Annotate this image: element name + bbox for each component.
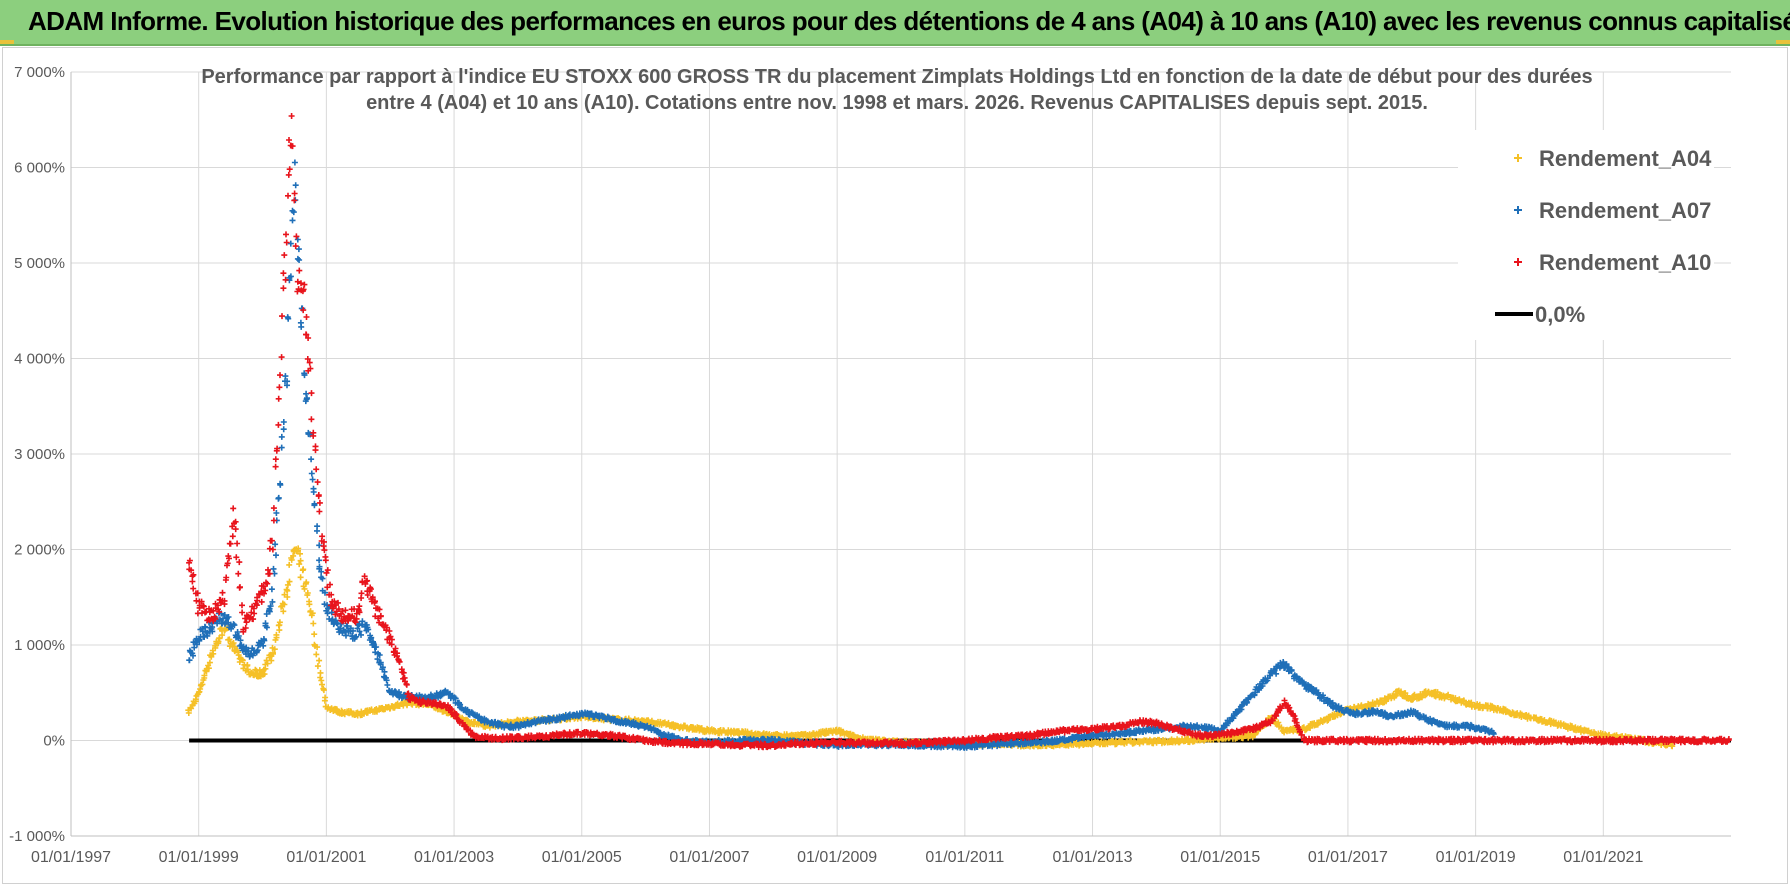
x-tick-label: 01/01/2001 bbox=[286, 849, 366, 866]
data-points bbox=[185, 113, 1732, 751]
series-Rendement_A04 bbox=[185, 545, 1676, 750]
legend: Rendement_A04 Rendement_A07 Rendement_A10 0… bbox=[1458, 130, 1714, 340]
y-tick-label: 6 000% bbox=[14, 160, 65, 177]
legend-label: 0,0% bbox=[1535, 302, 1585, 327]
chart-title: Performance par rapport à l'indice EU ST… bbox=[201, 66, 1592, 88]
chart-title-group: Performance par rapport à l'indice EU ST… bbox=[201, 66, 1592, 114]
x-tick-label: 01/01/2009 bbox=[797, 849, 877, 866]
x-tick-label: 01/01/2021 bbox=[1563, 849, 1643, 866]
x-tick-label: 01/01/2013 bbox=[1052, 849, 1132, 866]
series-markers bbox=[186, 113, 1732, 751]
legend-box bbox=[1458, 130, 1714, 340]
chart-frame: 7 000% 6 000% 5 000% 4 000% 3 000% 2 000% 1 00… bbox=[2, 47, 1788, 884]
corner-accent-right bbox=[1776, 40, 1790, 44]
legend-item: 0,0% bbox=[1495, 302, 1585, 327]
y-tick-label: 5 000% bbox=[14, 255, 65, 272]
legend-item: Rendement_A10 bbox=[1514, 250, 1711, 275]
legend-plus-marker bbox=[1514, 206, 1522, 214]
legend-plus-marker bbox=[1514, 154, 1522, 162]
legend-label: Rendement_A07 bbox=[1539, 198, 1711, 223]
chart-subtitle: entre 4 (A04) et 10 ans (A10). Cotations… bbox=[366, 92, 1428, 114]
chart: 7 000% 6 000% 5 000% 4 000% 3 000% 2 000% 1 00… bbox=[9, 64, 1732, 866]
series-Rendement_A10 bbox=[186, 113, 1732, 751]
series-markers bbox=[185, 545, 1676, 750]
legend-item: Rendement_A04 bbox=[1514, 146, 1712, 171]
x-tick-label: 01/01/2005 bbox=[542, 849, 622, 866]
legend-plus-marker bbox=[1514, 258, 1522, 266]
y-tick-label: 0% bbox=[43, 733, 65, 750]
x-tick-label: 01/01/2011 bbox=[925, 849, 1004, 866]
axes: 7 000% 6 000% 5 000% 4 000% 3 000% 2 000% 1 00… bbox=[9, 64, 1731, 866]
corner-accent-left bbox=[0, 40, 14, 44]
x-tick-label: 01/01/2007 bbox=[669, 849, 749, 866]
x-tick-label: 01/01/2017 bbox=[1308, 849, 1388, 866]
legend-item: Rendement_A07 bbox=[1514, 198, 1711, 223]
banner: ADAM Informe. Evolution historique des p… bbox=[0, 0, 1790, 46]
y-tick-label: -1 000% bbox=[9, 828, 65, 845]
grid-lines bbox=[70, 71, 1731, 837]
banner-title: ADAM Informe. Evolution historique des p… bbox=[28, 6, 1790, 36]
y-tick-label: 4 000% bbox=[14, 351, 65, 368]
series-Rendement_A07 bbox=[186, 159, 1497, 751]
x-tick-label: 01/01/1999 bbox=[159, 849, 239, 866]
legend-label: Rendement_A10 bbox=[1539, 250, 1711, 275]
series-markers bbox=[186, 159, 1497, 751]
y-tick-label: 3 000% bbox=[14, 446, 65, 463]
x-tick-label: 01/01/2019 bbox=[1436, 849, 1516, 866]
y-tick-label: 1 000% bbox=[14, 637, 65, 654]
y-tick-label: 2 000% bbox=[14, 542, 65, 559]
y-tick-label: 7 000% bbox=[14, 64, 65, 81]
x-tick-label: 01/01/2003 bbox=[414, 849, 494, 866]
x-tick-label: 01/01/1997 bbox=[31, 849, 111, 866]
x-tick-label: 01/01/2015 bbox=[1180, 849, 1260, 866]
legend-label: Rendement_A04 bbox=[1539, 146, 1712, 171]
